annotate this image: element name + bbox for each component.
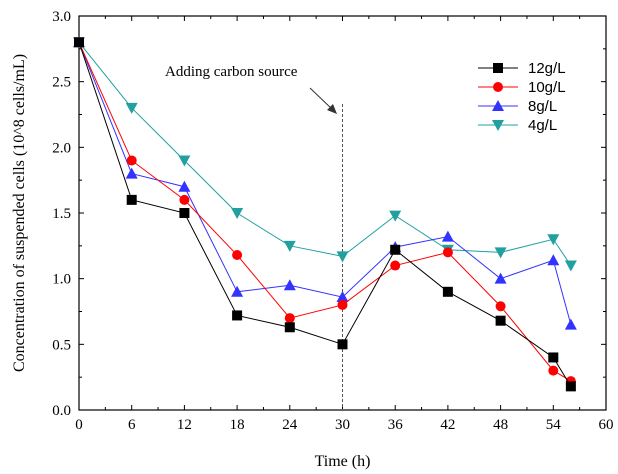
axis-ticks (78, 15, 607, 411)
series-12g-l-point (179, 208, 190, 218)
series-12g-l (74, 37, 576, 392)
y-tick-label: 3.0 (52, 9, 71, 25)
series-4g-l-point (283, 240, 296, 252)
series-4g-l-point (389, 210, 402, 222)
legend-8g-l: 8g/L (478, 98, 557, 115)
series-12g-l-point (495, 315, 506, 326)
series-8g-l-point (231, 285, 244, 297)
series-10g-l (74, 37, 576, 387)
y-axis-title: Concentration of suspended cells (10^8 c… (11, 54, 28, 372)
series-10g-l-point (126, 155, 137, 166)
x-tick-label: 36 (388, 417, 404, 433)
series-12g-l-point (548, 352, 559, 363)
series-4g-l-point (494, 247, 507, 259)
legend-10g-l-label: 10g/L (528, 79, 566, 96)
legend-10g-l-point (493, 82, 503, 92)
y-tick-label: 1.0 (52, 272, 71, 288)
series-8g-l-point (564, 318, 577, 330)
legend-4g-l: 4g/L (478, 117, 557, 134)
y-tick-label: 0.0 (52, 403, 71, 419)
series-8g-l-point (178, 180, 191, 192)
y-tick-labels: 0.0 0.5 1.0 1.5 2.0 2.5 3.0 (52, 9, 71, 419)
x-tick-label: 60 (599, 417, 614, 433)
series-12g-l-point (565, 381, 576, 392)
series-12g-l-point (126, 194, 137, 205)
annotation: Adding carbon source (165, 64, 343, 410)
series-8g-l-point (441, 230, 454, 242)
series-10g-l-point (495, 301, 506, 312)
series-12g-l-point (232, 310, 243, 321)
series-4g-l-point (178, 155, 191, 167)
series-12g-l-line (78, 42, 572, 387)
annotation-arrowhead (327, 104, 337, 114)
series-8g-l (73, 36, 577, 330)
legend-10g-l: 10g/L (478, 79, 566, 96)
series-8g-l-point (283, 279, 296, 291)
y-tick-label: 2.5 (52, 75, 71, 91)
y-tick-label: 1.5 (52, 206, 71, 222)
legend-4g-l-point (492, 120, 504, 131)
series-4g-l-point (564, 260, 577, 272)
x-tick-label: 48 (493, 417, 508, 433)
series-12g-l-point (337, 339, 348, 350)
series (73, 36, 577, 392)
series-12g-l-point (284, 322, 295, 333)
series-8g-l-point (547, 254, 560, 266)
y-tick-label: 0.5 (52, 337, 71, 353)
annotation-text: Adding carbon source (165, 64, 298, 80)
series-10g-l-point (390, 260, 401, 271)
annotation-arrow (309, 87, 334, 111)
x-tick-label: 0 (75, 417, 83, 433)
series-4g-l-point (547, 234, 560, 246)
y-tick-label: 2.0 (52, 140, 71, 156)
legend-4g-l-label: 4g/L (528, 117, 557, 134)
series-4g-l-line (78, 41, 572, 266)
series-8g-l-point (494, 272, 507, 284)
series-8g-l-point (336, 291, 349, 303)
series-4g-l-point (336, 251, 349, 263)
legend: 12g/L 10g/L 8g/L 4g/L (478, 60, 566, 134)
x-tick-label: 30 (335, 417, 350, 433)
series-8g-l-point (125, 167, 138, 179)
legend-12g-l: 12g/L (478, 60, 566, 77)
x-tick-label: 18 (230, 417, 245, 433)
series-10g-l-point (548, 365, 559, 376)
series-12g-l-point (442, 286, 453, 297)
x-tick-label: 24 (282, 417, 298, 433)
legend-8g-l-point (492, 100, 504, 111)
series-10g-l-point (179, 194, 190, 205)
series-10g-l-point (442, 247, 453, 258)
series-10g-l-line (78, 42, 572, 382)
series-10g-l-point (337, 299, 348, 310)
x-tick-labels: 0 6 12 18 24 30 36 42 48 54 60 (75, 417, 613, 433)
legend-12g-l-point (493, 63, 503, 73)
series-12g-l-point (390, 244, 401, 255)
series-12g-l-point (74, 37, 84, 48)
x-tick-label: 6 (128, 417, 136, 433)
series-4g-l-point (231, 208, 244, 219)
x-tick-label: 42 (440, 417, 455, 433)
series-10g-l-point (232, 250, 243, 261)
x-axis-title: Time (h) (315, 453, 371, 470)
legend-12g-l-label: 12g/L (528, 60, 566, 77)
x-tick-label: 54 (546, 417, 562, 433)
legend-8g-l-label: 8g/L (528, 98, 557, 115)
series-10g-l-point (284, 313, 295, 324)
series-4g-l-point (125, 102, 138, 114)
x-tick-label: 12 (177, 417, 192, 433)
